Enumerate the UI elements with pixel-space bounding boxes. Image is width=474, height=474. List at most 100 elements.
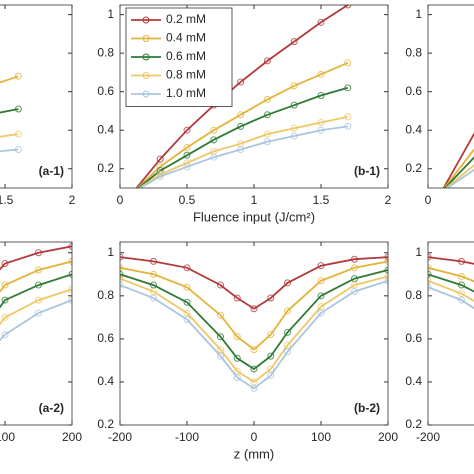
y-tick-label: 0.4 — [97, 374, 114, 388]
data-point — [130, 189, 136, 195]
data-point — [120, 264, 124, 272]
legend-marker — [142, 53, 150, 61]
data-point — [384, 257, 388, 265]
y-tick-label: 0.6 — [97, 84, 114, 98]
x-tick-label: 200 — [378, 430, 398, 444]
data-point — [428, 270, 432, 278]
data-point — [1, 260, 9, 268]
x-tick-label: 1.5 — [0, 193, 14, 207]
fit-line — [137, 115, 348, 188]
data-point — [183, 283, 191, 291]
data-point — [35, 266, 42, 274]
data-point — [233, 374, 241, 382]
fit-line — [120, 279, 388, 390]
plot-frame — [0, 241, 73, 426]
x-tick-label: 1.5 — [313, 193, 330, 207]
x-tick-label: -100 — [175, 430, 199, 444]
fit-line — [0, 288, 72, 326]
data-point — [120, 281, 124, 289]
data-point — [284, 279, 291, 287]
data-point — [344, 122, 352, 130]
data-point — [183, 144, 191, 152]
data-point — [438, 189, 444, 195]
legend-label: 0.2 mM — [166, 12, 206, 26]
data-point — [68, 242, 72, 250]
data-point — [290, 101, 298, 109]
legend-marker — [142, 90, 150, 98]
data-point — [1, 296, 9, 304]
panel-label: (b-2) — [354, 401, 380, 415]
data-point — [317, 126, 325, 134]
fit-line — [428, 279, 474, 302]
y-tick-label: 0.2 — [405, 161, 422, 175]
data-point — [210, 153, 218, 161]
data-point — [68, 285, 72, 293]
x-tick-label: 200 — [62, 430, 82, 444]
data-point — [438, 189, 444, 195]
data-point — [35, 296, 42, 304]
data-point — [68, 270, 72, 278]
data-point — [344, 59, 352, 67]
data-point — [183, 126, 191, 134]
data-point — [130, 189, 136, 195]
panel: 00.511.520.20.40.60.81 — [405, 4, 474, 207]
data-point — [68, 296, 72, 304]
data-point — [183, 264, 191, 272]
fit-line — [428, 273, 474, 293]
panel-label: (a-2) — [39, 401, 64, 415]
data-point — [250, 305, 258, 313]
data-point — [267, 371, 275, 379]
x-tick-label: 1 — [251, 193, 258, 207]
plot-frame — [427, 241, 474, 426]
data-point — [317, 92, 325, 100]
data-point — [1, 331, 9, 339]
x-tick-label: -200 — [108, 430, 132, 444]
data-point — [233, 333, 241, 341]
data-point — [428, 253, 432, 261]
data-point — [183, 151, 191, 159]
legend-label: 1.0 mM — [166, 86, 206, 100]
data-point — [351, 288, 358, 296]
data-point — [68, 257, 72, 265]
data-point — [14, 72, 22, 80]
data-point — [384, 277, 388, 285]
y-tick-label: 0.8 — [405, 288, 422, 302]
data-point — [120, 275, 124, 283]
plot-marks — [120, 253, 388, 392]
data-point — [384, 253, 388, 261]
legend-marker — [142, 16, 150, 24]
fit-line — [428, 266, 474, 283]
data-point — [344, 5, 352, 9]
plot-area — [428, 242, 474, 425]
x-tick-label: 2 — [69, 193, 76, 207]
data-point — [344, 113, 352, 121]
data-point — [263, 57, 271, 65]
plot-frame — [119, 241, 389, 426]
panel: 0 0.5 1 1.5 2 0.2 0.4 0.6 0.8 1 (b-1) Fluence input… — [97, 4, 392, 224]
data-point — [428, 283, 432, 291]
data-point — [130, 189, 136, 195]
y-tick-label: 0.6 — [97, 331, 114, 345]
y-tick-label: 0.6 — [405, 84, 422, 98]
y-tick-label: 0.6 — [405, 331, 422, 345]
data-point — [237, 111, 245, 119]
data-point — [217, 311, 224, 319]
data-point — [284, 348, 291, 356]
data-point — [237, 145, 245, 153]
data-point — [317, 262, 325, 270]
data-point — [210, 126, 218, 134]
data-point — [351, 264, 358, 272]
legend-label: 0.8 mM — [166, 68, 206, 82]
y-tick-label: 0.2 — [97, 417, 114, 431]
data-point — [267, 352, 275, 360]
data-point — [14, 130, 22, 138]
data-point — [120, 270, 124, 278]
fit-line — [136, 86, 349, 188]
data-point — [217, 333, 224, 341]
fit-line — [0, 299, 72, 342]
x-axis-label: z (mm) — [234, 446, 274, 461]
data-point — [290, 132, 298, 140]
fit-line — [138, 125, 348, 188]
